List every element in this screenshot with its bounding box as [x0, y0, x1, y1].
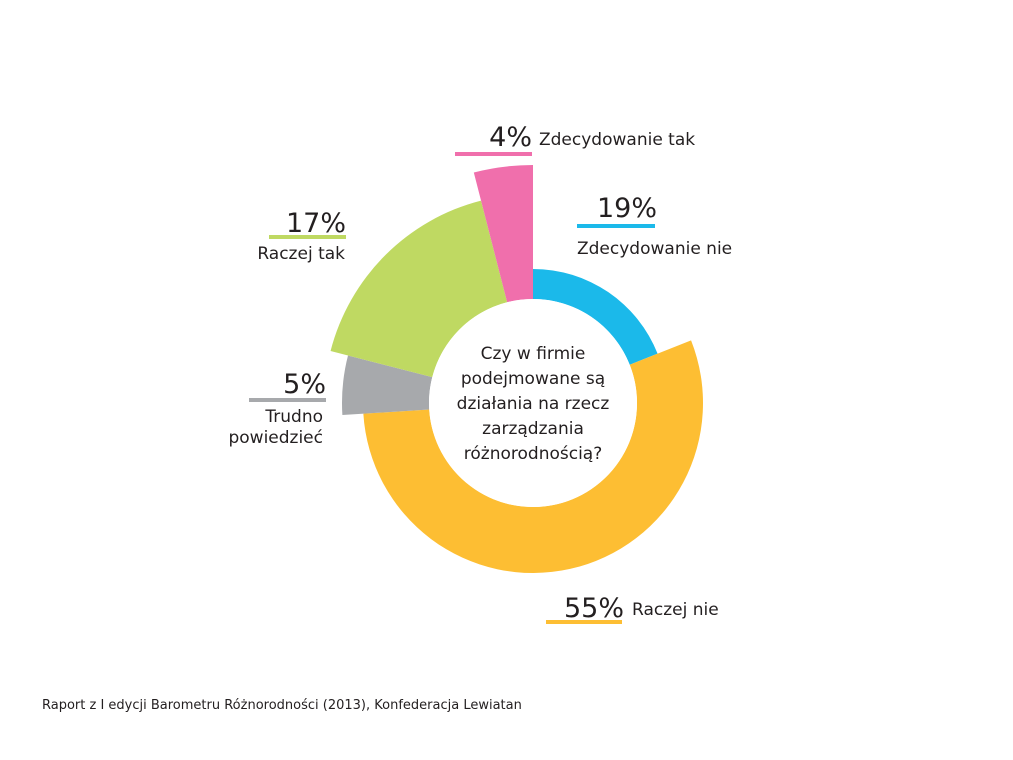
slice-zdecydowanie-tak — [473, 165, 533, 303]
value-label: 4% — [489, 122, 532, 153]
slice-zdecydowanie-nie — [533, 269, 658, 365]
center-title-line: różnorodnością? — [464, 444, 602, 464]
value-label: 5% — [283, 369, 326, 400]
center-title-line: podejmowane są — [461, 369, 605, 389]
value-label: 19% — [597, 193, 657, 224]
category-label: Zdecydowanie tak — [539, 130, 695, 150]
category-label: Trudno powiedzieć — [228, 407, 323, 448]
slice-raczej-nie — [363, 340, 703, 574]
value-label: 55% — [564, 593, 624, 624]
category-label: Raczej nie — [632, 600, 719, 620]
source-note: Raport z I edycji Barometru Różnorodnośc… — [42, 698, 522, 713]
slice-trudno-powiedzieć — [342, 355, 433, 415]
category-label: Raczej tak — [257, 244, 345, 264]
center-title-line: zarządzania — [482, 419, 584, 439]
slices-group — [330, 165, 703, 574]
category-label: Zdecydowanie nie — [577, 239, 732, 259]
slice-raczej-tak — [330, 200, 508, 378]
value-label: 17% — [286, 208, 346, 239]
center-title-line: działania na rzecz — [457, 394, 610, 414]
center-title: Czy w firmie podejmowane są działania na r… — [457, 344, 610, 464]
labels-group: 19% Zdecydowanie nie 55% Raczej nie 5% Trudno… — [228, 122, 732, 624]
center-hole — [429, 299, 637, 507]
center-title-line: Czy w firmie — [481, 344, 586, 364]
